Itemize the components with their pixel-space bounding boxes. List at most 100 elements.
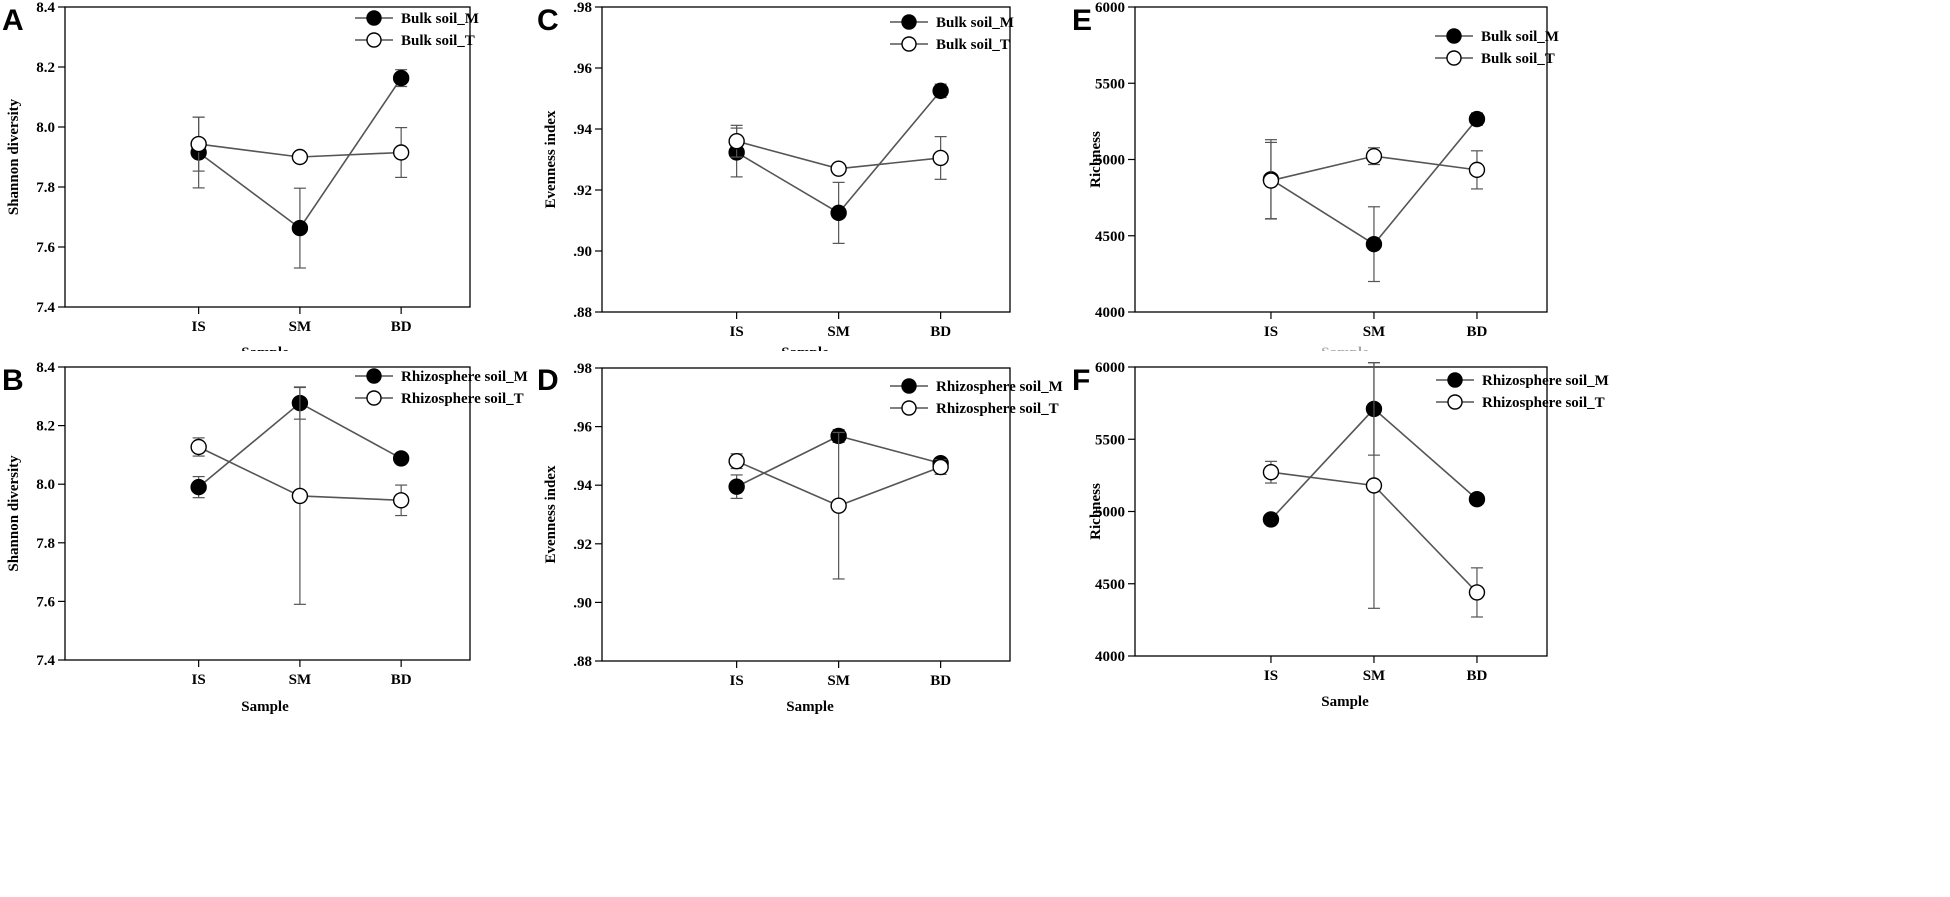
clip-mask: [1075, 351, 1587, 365]
legend-marker: [1447, 394, 1463, 410]
x-tick-label-sm: SM: [1363, 668, 1386, 684]
legend-entry-bulk-soil-m: Bulk soil_M: [1435, 28, 1559, 45]
y-tick-label: 4500: [1095, 229, 1125, 245]
data-point-sm: [1365, 235, 1383, 253]
data-point-is: [190, 135, 207, 153]
legend-marker: [1446, 28, 1462, 44]
x-axis-label: Sample: [786, 699, 834, 715]
x-tick-label-bd: BD: [930, 324, 951, 340]
data-point-is: [728, 132, 745, 150]
panel-c: C.88.90.92.94.96.98ISSMBDSampleEvenness …: [537, 0, 1050, 365]
legend-label: Bulk soil_M: [401, 11, 479, 27]
panel-letter: C: [537, 4, 559, 37]
data-point-sm: [830, 160, 847, 177]
y-tick-label: 5000: [1095, 153, 1125, 169]
y-tick-label: 7.8: [36, 180, 55, 196]
y-tick-label: 5500: [1095, 432, 1125, 448]
clip-mask: [5, 351, 510, 365]
panel-f: F 4000 4500 5000 5500 6000 IS SM BD Sample Richnes…: [1072, 360, 1609, 710]
panel-b: B 7.4 7.6 7.8 8.0 8.2 8.4 IS SM BD Sample Shannon d…: [2, 360, 528, 715]
y-tick-label: .88: [573, 305, 592, 321]
y-tick-label: 7.8: [36, 536, 55, 552]
data-point-bd: [1468, 161, 1486, 179]
y-tick-label: .94: [573, 122, 592, 138]
series-bulk-soil-t: [728, 124, 949, 180]
series-rhizosphere-soil-t: [728, 431, 949, 580]
y-tick-label: 8.4: [36, 360, 55, 376]
panel-letter: D: [537, 364, 559, 397]
data-point-bd: [392, 450, 410, 467]
legend-label: Rhizosphere soil_M: [1482, 373, 1609, 389]
y-tick-label: .92: [573, 537, 592, 553]
x-tick-label-bd: BD: [391, 319, 412, 335]
series-bulk-soil-m: [190, 69, 410, 269]
data-point-is: [190, 478, 207, 496]
legend-entry-rhizosphere-soil-m: Rhizosphere soil_M: [890, 378, 1063, 395]
data-point-is: [190, 438, 207, 456]
legend-entry-rhizosphere-soil-t: Rhizosphere soil_T: [355, 390, 524, 407]
panel-letter: A: [2, 4, 24, 37]
y-tick-label: 5000: [1095, 505, 1125, 521]
legend-label: Rhizosphere soil_T: [401, 391, 524, 407]
x-axis-label: Sample: [1321, 694, 1369, 710]
series-bulk-soil-m: [1262, 110, 1486, 283]
x-axis-label: Sample: [241, 699, 289, 715]
legend-label: Rhizosphere soil_T: [936, 401, 1059, 417]
legend-marker: [901, 400, 917, 416]
legend-entry-rhizosphere-soil-t: Rhizosphere soil_T: [890, 400, 1059, 417]
x-tick-label-sm: SM: [827, 324, 850, 340]
plot-frame: [601, 367, 1011, 662]
y-tick-label: .90: [573, 595, 592, 611]
legend-entry-bulk-soil-t: Bulk soil_T: [890, 36, 1010, 53]
legend-marker: [366, 32, 382, 48]
data-point-bd: [932, 82, 949, 100]
legend-marker: [901, 36, 917, 52]
y-tick-label: 7.6: [36, 594, 55, 610]
y-tick-label: 4000: [1095, 305, 1125, 321]
data-point-bd: [1468, 110, 1486, 128]
x-tick-label-is: IS: [730, 673, 744, 689]
legend-label: Bulk soil_M: [936, 15, 1014, 31]
data-point-is: [1262, 172, 1280, 189]
legend-label: Bulk soil_T: [936, 37, 1010, 53]
x-tick-label-is: IS: [730, 324, 744, 340]
y-tick-label: 4500: [1095, 577, 1125, 593]
legend-entry-bulk-soil-m: Bulk soil_M: [890, 14, 1014, 31]
x-tick-label-is: IS: [1264, 324, 1278, 340]
y-axis-label: Evenness index: [543, 465, 559, 563]
x-tick-label-is: IS: [192, 672, 206, 688]
y-axis-label: Shannon diversity: [6, 98, 22, 215]
clip-mask: [542, 351, 1050, 365]
panel-e: E40004500500055006000ISSMBDSampleRichnes…: [1072, 0, 1587, 365]
y-tick-label: 8.0: [36, 120, 55, 136]
data-point-bd: [1468, 584, 1486, 601]
legend-marker: [366, 368, 382, 384]
data-point-is: [1262, 511, 1280, 528]
data-point-is: [728, 452, 745, 470]
legend-entry-bulk-soil-t: Bulk soil_T: [1435, 50, 1555, 67]
x-tick-label-bd: BD: [930, 673, 951, 689]
y-tick-label: 6000: [1095, 0, 1125, 16]
y-tick-label: .96: [573, 61, 592, 77]
plot-frame: [601, 6, 1011, 313]
y-tick-label: 7.4: [36, 653, 55, 669]
y-axis-label: Richness: [1088, 131, 1104, 188]
legend-entry-bulk-soil-m: Bulk soil_M: [355, 10, 479, 27]
legend-marker: [901, 378, 917, 394]
data-point-sm: [830, 497, 847, 514]
y-tick-label: 8.2: [36, 60, 55, 76]
legend-marker: [366, 390, 382, 406]
y-axis-label: Richness: [1088, 483, 1104, 540]
legend-entry-rhizosphere-soil-m: Rhizosphere soil_M: [1436, 372, 1609, 389]
y-tick-label: .92: [573, 183, 592, 199]
data-point-sm: [291, 148, 309, 166]
panel-letter: F: [1072, 364, 1090, 397]
legend-marker: [1447, 372, 1463, 388]
series-bulk-soil-t: [190, 116, 410, 178]
y-tick-label: .90: [573, 244, 592, 260]
plot-frame: [64, 366, 471, 661]
x-tick-label-bd: BD: [1467, 668, 1488, 684]
data-point-is: [728, 478, 745, 495]
y-tick-label: .96: [573, 420, 592, 436]
